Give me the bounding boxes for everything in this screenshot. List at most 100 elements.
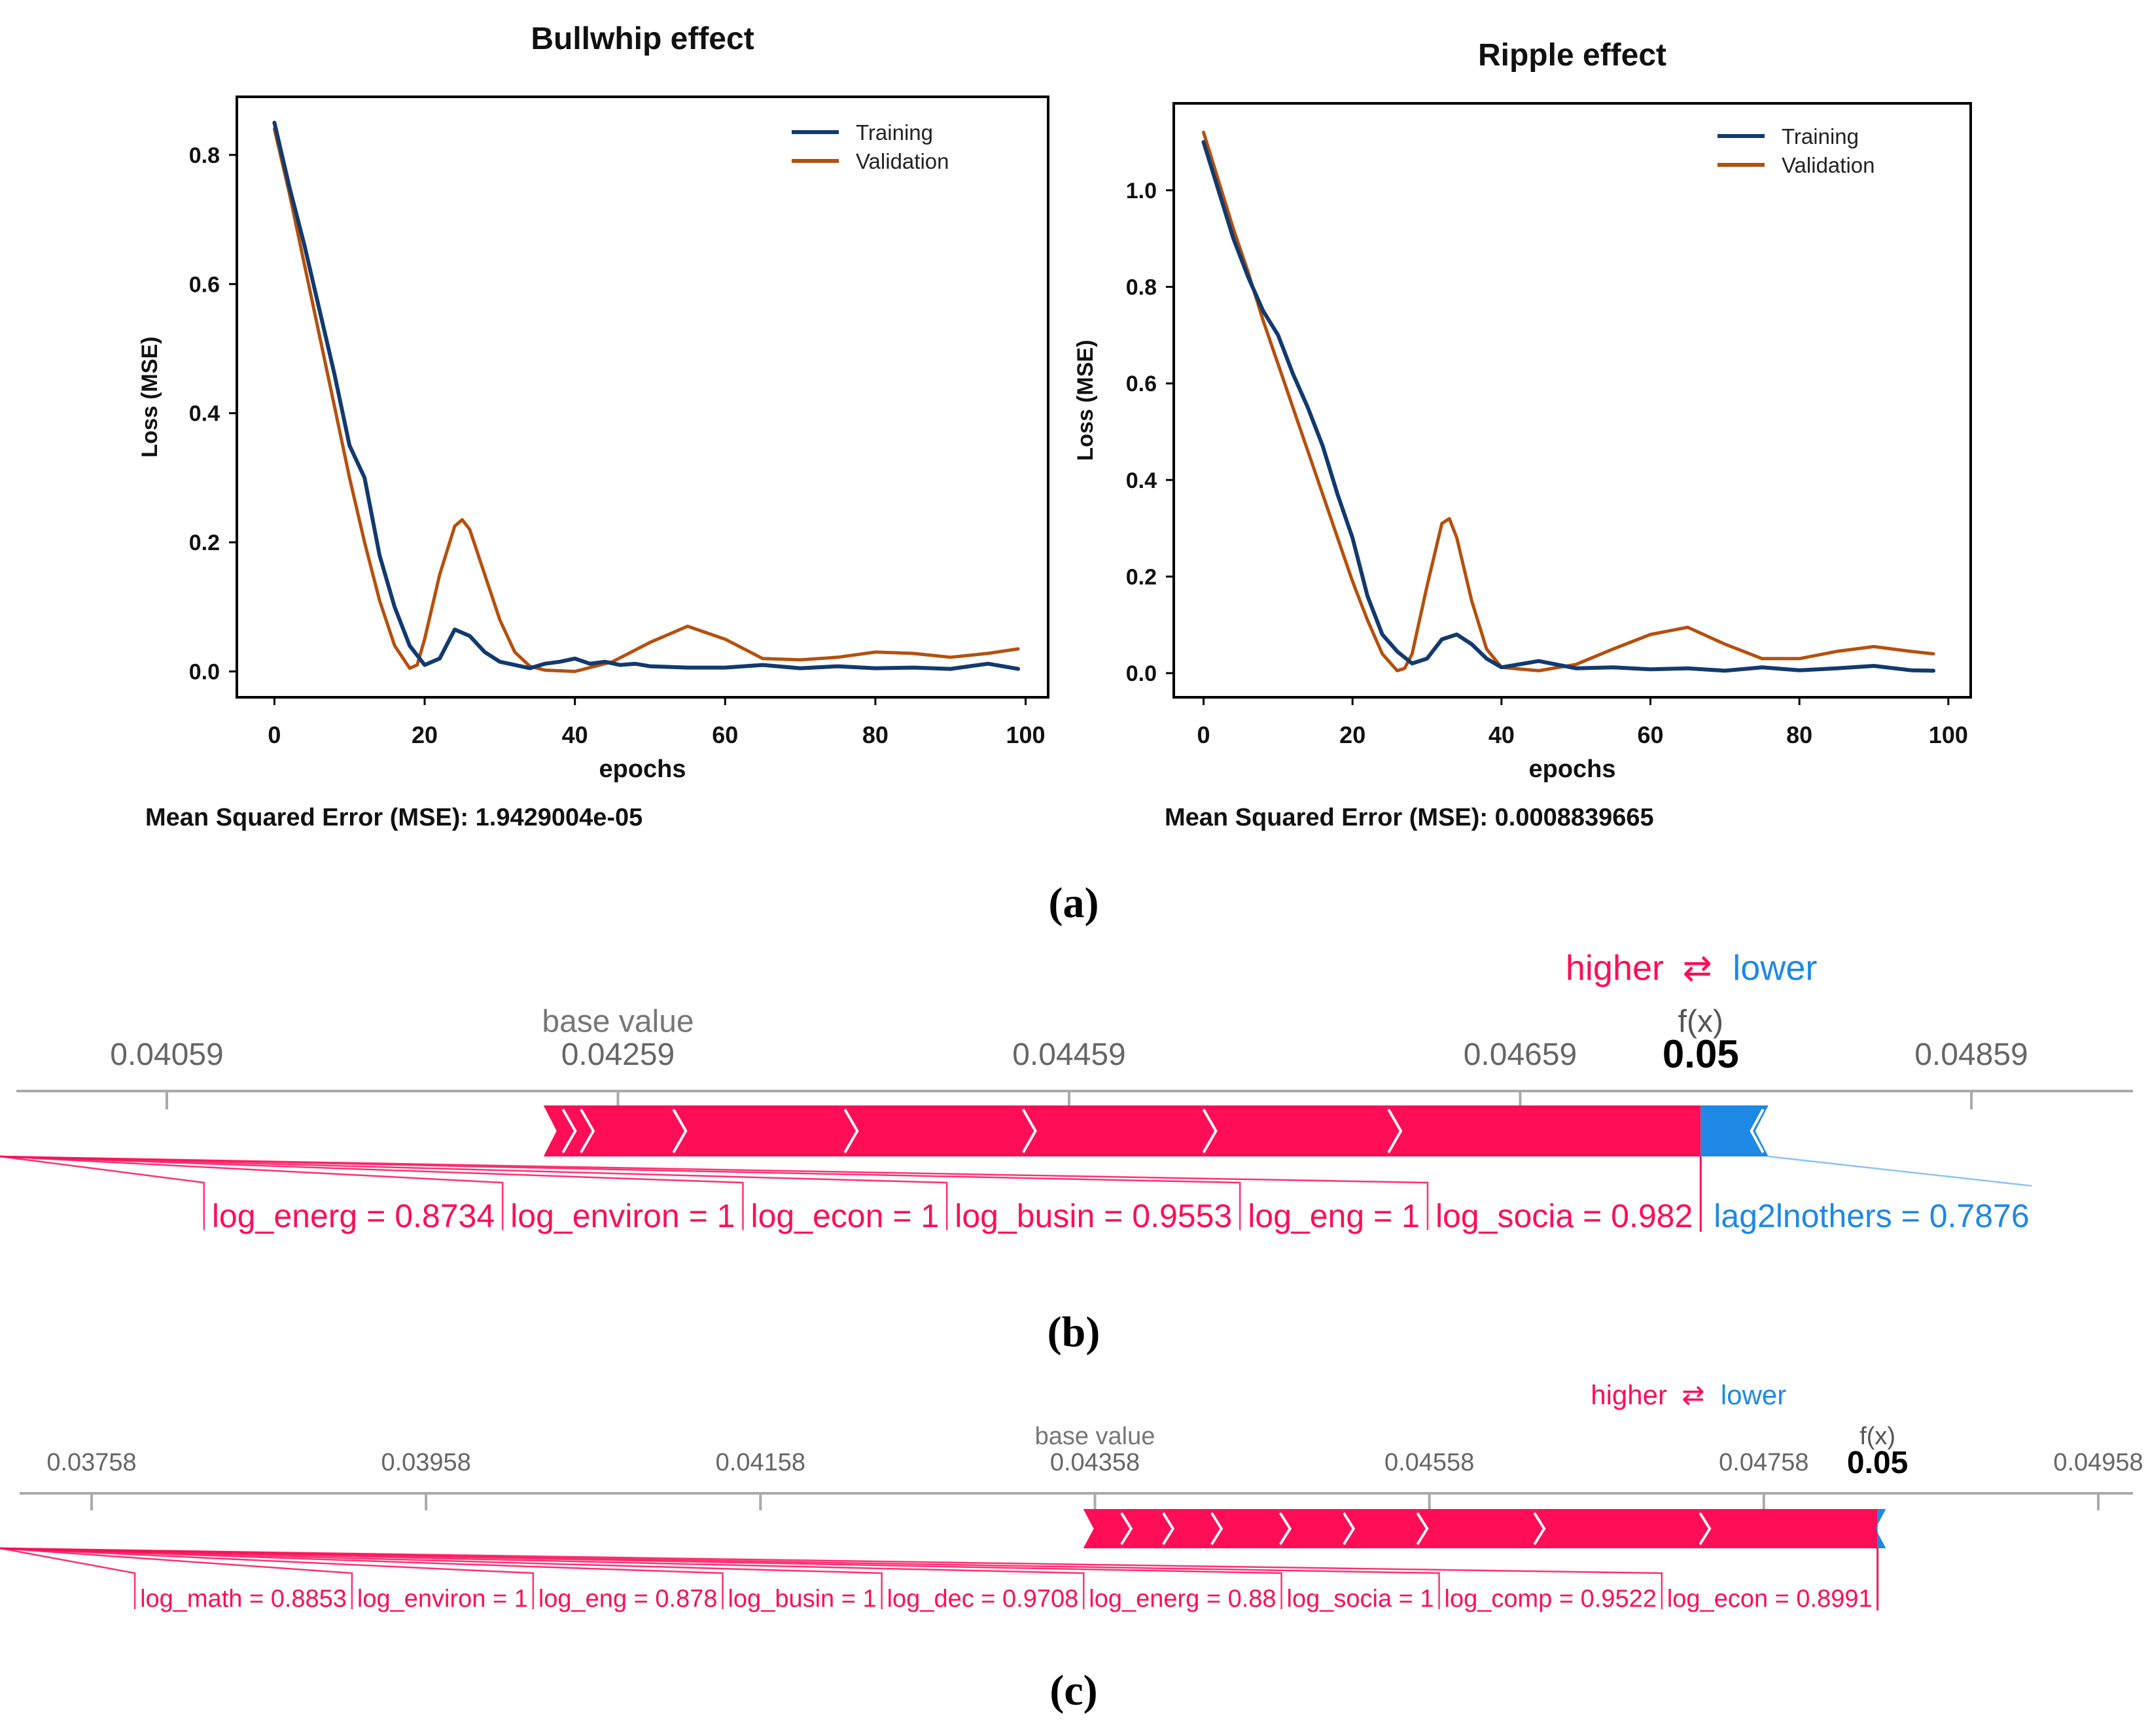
axis-tick-label: 0.04859 [1914, 1037, 2028, 1072]
y-tick-label: 0.6 [189, 272, 220, 297]
force-segment-positive [1387, 1105, 1701, 1156]
segment-divider [1699, 1512, 1712, 1546]
segment-divider [561, 1109, 577, 1153]
segment-divider [1416, 1512, 1429, 1546]
x-tick-label: 0 [268, 721, 281, 748]
feature-label-positive: log_environ = 1 [357, 1586, 528, 1613]
segment-divider [1278, 1512, 1292, 1546]
x-tick-label: 100 [1929, 721, 1968, 748]
series-line-validation [272, 127, 1020, 673]
force-segment-positive [1278, 1509, 1353, 1548]
x-tick-label: 20 [412, 721, 438, 748]
plot-frame [1172, 102, 1972, 699]
force-segment-positive [1342, 1509, 1427, 1548]
axis-tick-label: 0.04758 [1719, 1449, 1808, 1476]
force-segment-positive [1416, 1509, 1544, 1548]
y-axis-label: Loss (MSE) [137, 336, 162, 457]
fx-label: f(x) [1678, 1005, 1723, 1039]
force-segment-positive [1021, 1105, 1216, 1156]
feature-label-positive: log_busin = 0.9553 [955, 1198, 1232, 1234]
y-tick-label: 0.6 [1126, 372, 1157, 396]
segment-divider [1210, 1512, 1224, 1546]
feature-connector [0, 1155, 948, 1230]
feature-label-positive: log_socia = 1 [1287, 1586, 1434, 1613]
legend-label: Training [1782, 124, 1859, 148]
feature-label-negative: lag2lnothers = 0.7876 [1714, 1198, 2029, 1234]
force-segment-positive [1699, 1509, 1878, 1548]
y-tick-label: 0.8 [189, 143, 220, 168]
y-tick-label: 0.4 [1126, 468, 1157, 493]
segment-divider [1021, 1109, 1037, 1153]
segment-divider [1120, 1512, 1133, 1546]
feature-connector [0, 1155, 1241, 1230]
chart-title: Ripple effect [1478, 38, 1666, 73]
feature-connector [0, 1155, 1429, 1230]
base-value-label: base value [1035, 1423, 1155, 1450]
bullwhip-chart: Bullwhip effect 0 20 40 60 80 100 0.0 0.2 0.4 0.6 0… [137, 22, 1049, 831]
shap-force-plot-b: higher ⇄ lower 0.04059 0.04259 0.04459 0.04659… [0, 948, 2133, 1234]
feature-label-positive: log_comp = 0.9522 [1445, 1586, 1657, 1613]
fx-value: 0.05 [1663, 1032, 1739, 1076]
swap-arrows-icon: ⇄ [1683, 948, 1712, 988]
feature-label-positive: log_econ = 0.8991 [1667, 1586, 1873, 1613]
mse-readout: Mean Squared Error (MSE): 1.9429004e-05 [145, 804, 643, 831]
x-tick-label: 60 [1638, 721, 1664, 748]
force-segment-positive [1119, 1509, 1172, 1548]
segment-divider [672, 1109, 688, 1153]
feature-label-positive: log_eng = 0.878 [538, 1586, 718, 1613]
panel-label-c: (c) [1049, 1667, 1097, 1714]
feature-connector [0, 1547, 136, 1610]
axis-tick-label: 0.03758 [46, 1449, 136, 1476]
legend-label: Validation [1782, 153, 1875, 177]
feature-label-positive: log_socia = 0.982 [1435, 1198, 1693, 1234]
feature-connector [0, 1547, 1282, 1610]
y-tick-label: 0.4 [189, 402, 220, 426]
axis-tick-label: 0.04459 [1012, 1037, 1126, 1072]
force-segment-positive [579, 1105, 686, 1156]
segment-divider [1343, 1512, 1356, 1546]
higher-label: higher [1591, 1380, 1667, 1410]
feature-connector [0, 1547, 1663, 1610]
y-tick-label: 1.0 [1126, 179, 1157, 203]
feature-label-positive: log_econ = 1 [750, 1198, 939, 1234]
feature-connector-negative [1768, 1155, 2032, 1187]
x-tick-label: 0 [1197, 721, 1210, 748]
segment-divider [580, 1109, 595, 1153]
y-axis-label: Loss (MSE) [1073, 339, 1098, 460]
base-value-label: base value [542, 1005, 694, 1039]
segment-divider [1750, 1109, 1765, 1153]
force-segment-negative [1700, 1105, 1769, 1156]
feature-connector [0, 1547, 1085, 1610]
y-tick-label: 0.2 [189, 530, 220, 555]
mse-readout: Mean Squared Error (MSE): 0.0008839665 [1165, 804, 1654, 831]
feature-label-positive: log_energ = 0.88 [1089, 1586, 1276, 1613]
legend-label: Training [856, 120, 933, 145]
feature-connector [0, 1155, 205, 1230]
x-tick-label: 80 [1786, 721, 1812, 748]
x-tick-label: 40 [562, 721, 588, 748]
x-tick-label: 20 [1339, 721, 1365, 748]
y-tick-label: 0.8 [1126, 275, 1157, 300]
force-segment-positive [1083, 1509, 1131, 1548]
feature-label-positive: log_eng = 1 [1248, 1198, 1420, 1234]
axis-tick-label: 0.04158 [716, 1449, 805, 1476]
x-tick-label: 100 [1006, 721, 1046, 748]
chart-title: Bullwhip effect [531, 22, 754, 56]
segment-divider [1387, 1109, 1403, 1153]
feature-label-positive: log_environ = 1 [510, 1198, 735, 1234]
feature-label-positive: log_dec = 0.9708 [887, 1586, 1079, 1613]
force-segment-negative [1875, 1509, 1886, 1548]
feature-label-positive: log_energ = 0.8734 [212, 1198, 495, 1234]
feature-connector [0, 1547, 1440, 1610]
force-segment-positive [672, 1105, 857, 1156]
axis-tick-label: 0.03958 [381, 1449, 470, 1476]
plot-frame [236, 95, 1049, 699]
panel-label-a: (a) [1049, 879, 1099, 927]
lower-label: lower [1733, 948, 1817, 988]
segment-divider [1202, 1109, 1218, 1153]
series-line-training [272, 120, 1021, 671]
feature-label-positive: log_busin = 1 [728, 1586, 876, 1613]
force-segment-positive [843, 1105, 1035, 1156]
axis-tick-label: 0.04659 [1464, 1037, 1577, 1072]
